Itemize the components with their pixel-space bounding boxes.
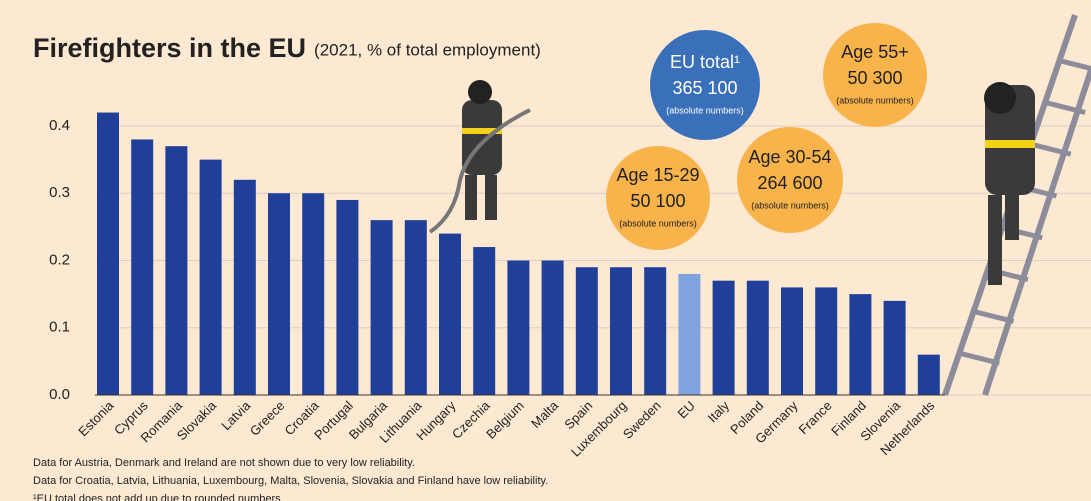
- bar: [712, 280, 735, 395]
- chart-subtitle: (2021, % of total employment): [314, 40, 541, 59]
- bubble-note: (absolute numbers): [836, 95, 914, 105]
- bar: [575, 267, 598, 395]
- bar: [610, 267, 632, 395]
- bubble-title: Age 30-54: [748, 147, 831, 167]
- bubble: [737, 127, 843, 233]
- bar: [131, 139, 154, 395]
- footnote: Data for Austria, Denmark and Ireland ar…: [33, 457, 415, 469]
- bar: [302, 193, 325, 395]
- ladder-rung: [1044, 99, 1086, 115]
- bubble-number: 50 100: [630, 191, 685, 211]
- bar: [233, 179, 256, 395]
- bubble: [823, 23, 927, 127]
- annotation-bubble: EU total¹ 365 100 (absolute numbers): [650, 30, 760, 140]
- ladder-rung: [1058, 58, 1091, 72]
- bar: [541, 260, 564, 395]
- bar: [370, 220, 393, 395]
- footnote: Data for Croatia, Latvia, Lithuania, Lux…: [33, 475, 548, 487]
- bar: [97, 112, 119, 396]
- bar: [404, 220, 427, 395]
- bar: [439, 233, 461, 395]
- footnote: ¹EU total does not add up due to rounded…: [33, 493, 281, 501]
- y-tick-label: 0.3: [49, 184, 70, 201]
- bar: [781, 287, 803, 395]
- bar: [268, 193, 290, 395]
- bubble-number: 50 300: [847, 68, 902, 88]
- bar: [815, 287, 838, 395]
- ladder-rung: [958, 350, 1000, 366]
- bar: [165, 146, 188, 395]
- firefighter-illustration: [428, 80, 1035, 285]
- bubble-title: Age 55+: [841, 42, 909, 62]
- bubble: [650, 30, 760, 140]
- bar: [336, 199, 359, 395]
- bar: [644, 267, 667, 395]
- bubble-title: EU total¹: [670, 52, 740, 72]
- y-tick-label: 0.0: [49, 386, 70, 403]
- ladder-rung: [1030, 141, 1072, 157]
- bubble: [606, 146, 710, 250]
- bubble-number: 365 100: [672, 78, 737, 98]
- chart-title: Firefighters in the EU: [33, 33, 306, 63]
- bubble-note: (absolute numbers): [751, 200, 829, 210]
- annotation-bubble: Age 15-29 50 100 (absolute numbers): [606, 146, 710, 250]
- y-tick-label: 0.1: [49, 319, 70, 336]
- bar: [746, 280, 769, 395]
- y-tick-label: 0.2: [49, 251, 70, 268]
- bar: [849, 294, 872, 395]
- ladder-rung: [972, 308, 1015, 324]
- annotation-bubble: Age 55+ 50 300 (absolute numbers): [823, 23, 927, 127]
- bar: [473, 247, 496, 395]
- annotation-bubble: Age 30-54 264 600 (absolute numbers): [737, 127, 843, 233]
- bar: [678, 273, 701, 395]
- bubble-title: Age 15-29: [616, 165, 699, 185]
- bar: [883, 300, 906, 395]
- bar: [917, 354, 940, 395]
- bubble-number: 264 600: [757, 173, 822, 193]
- y-tick-label: 0.4: [49, 117, 70, 134]
- bar: [199, 159, 222, 395]
- bar: [507, 260, 530, 395]
- bubble-note: (absolute numbers): [619, 218, 697, 228]
- bubble-note: (absolute numbers): [666, 105, 744, 115]
